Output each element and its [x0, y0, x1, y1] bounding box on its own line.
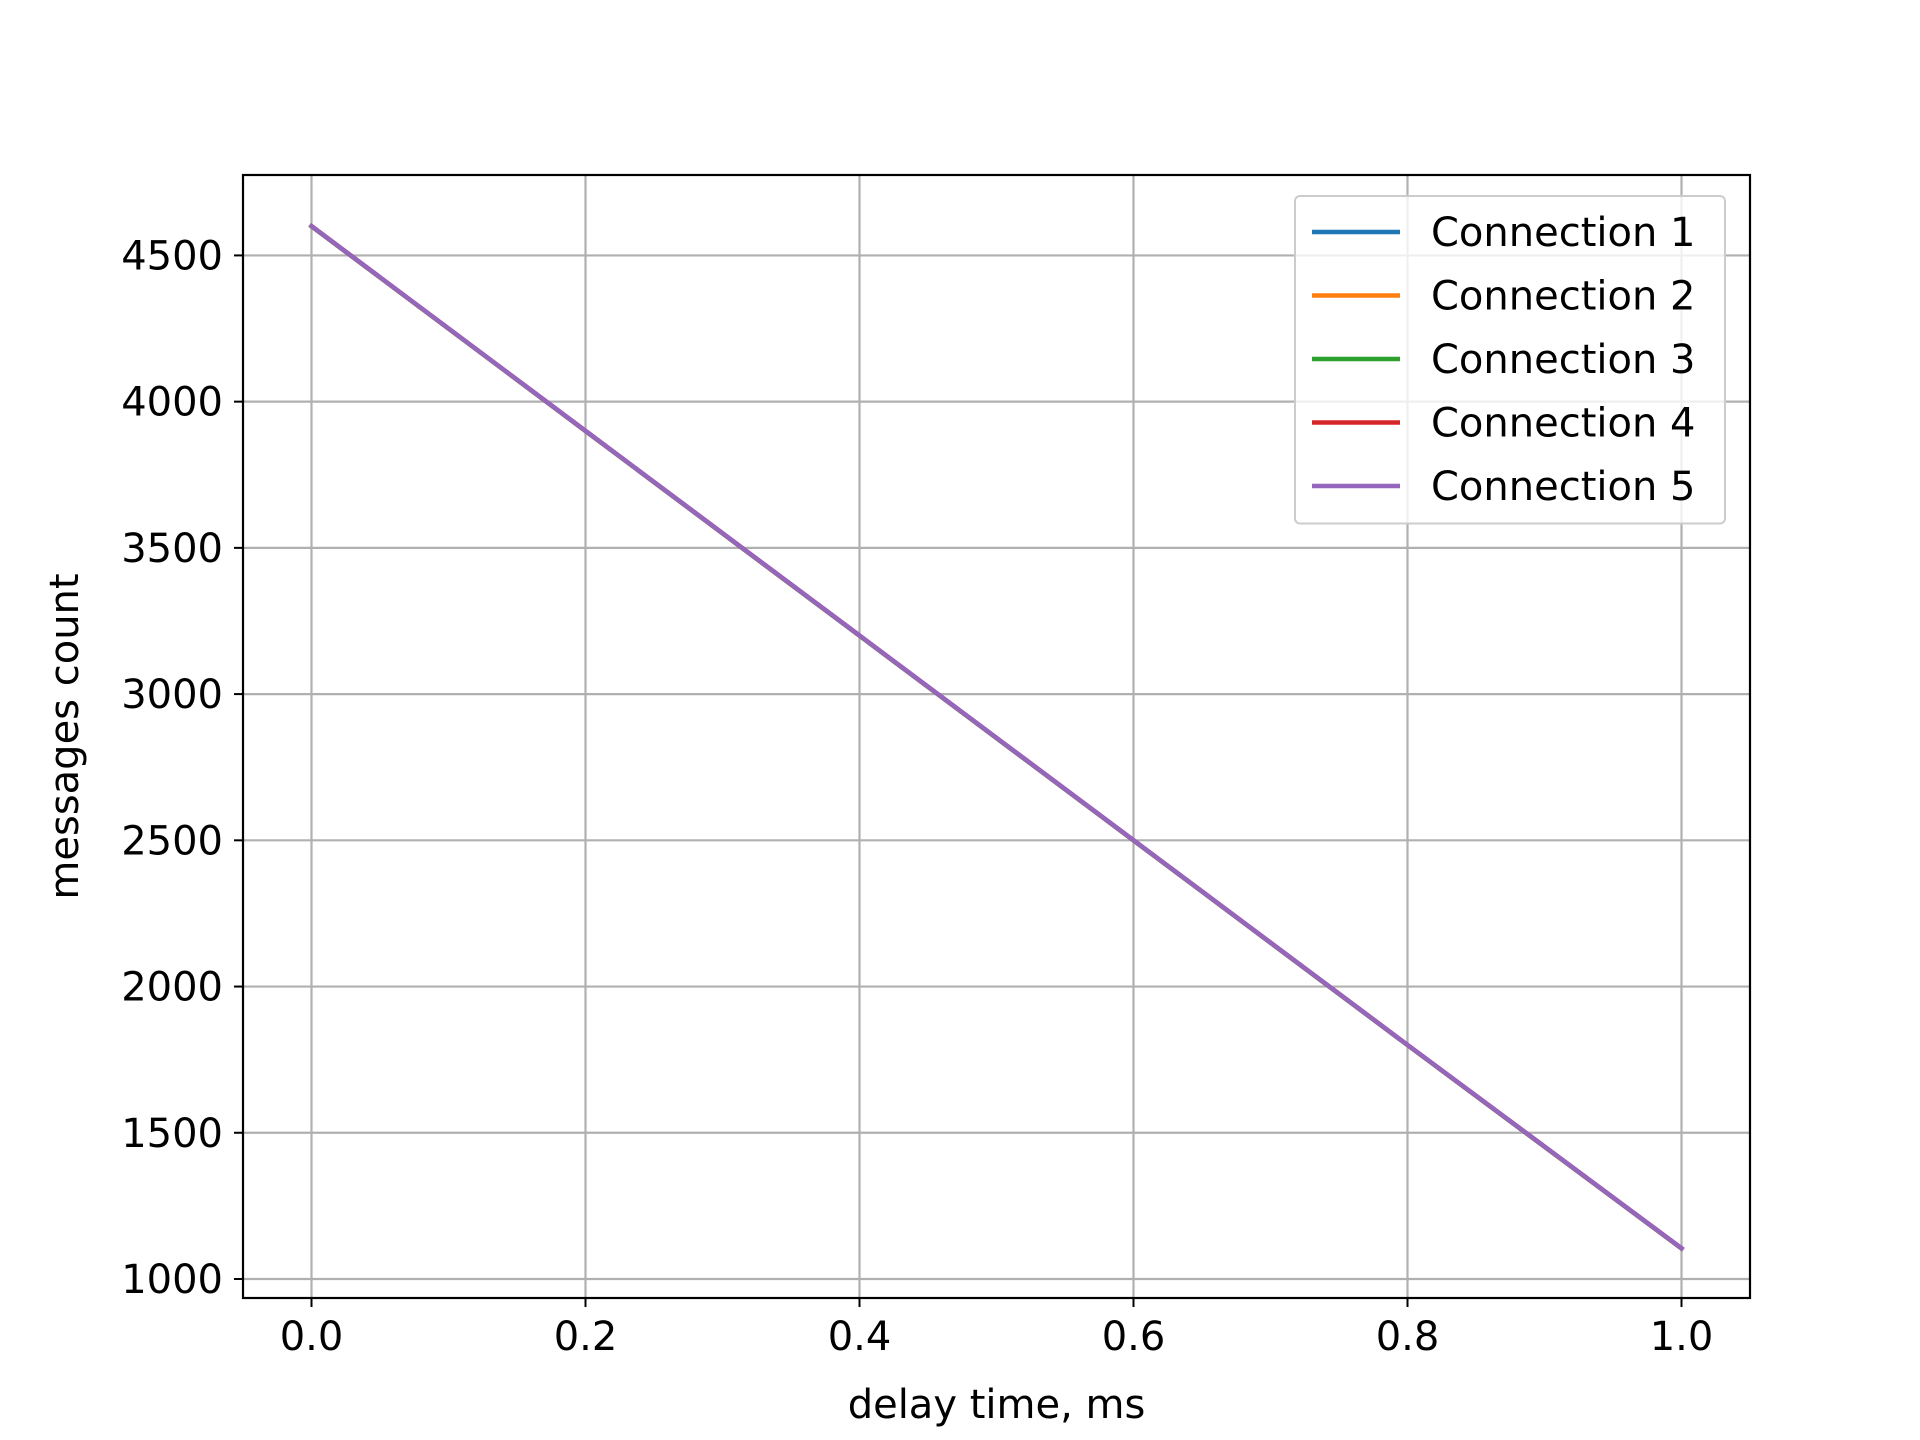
x-tick-label: 1.0	[1650, 1314, 1714, 1360]
legend: Connection 1 Connection 2 Connection 3 Conn…	[1294, 195, 1726, 525]
series-line-connection-5	[308, 223, 1685, 1252]
x-tick-label: 0.0	[280, 1314, 344, 1360]
x-tick-label: 0.2	[554, 1314, 618, 1360]
legend-box	[1294, 195, 1726, 525]
legend-items: Connection 1 Connection 2 Connection 3 Conn…	[1312, 210, 1696, 510]
series-lines	[308, 223, 1685, 1252]
plot-frame	[241, 173, 1752, 1300]
legend-label: Connection 5	[1431, 464, 1696, 510]
y-tick-label: 3000	[121, 672, 223, 718]
y-tick-label: 1500	[121, 1111, 223, 1157]
x-tick-label: 0.8	[1376, 1314, 1440, 1360]
x-tick-label: 0.4	[828, 1314, 892, 1360]
legend-label: Connection 3	[1431, 337, 1696, 383]
legend-label: Connection 4	[1431, 401, 1696, 447]
axis-ticks: 0.0 0.2 0.4 0.6 0.8 1.0 1000 1500 2000 2500 3000 35…	[121, 233, 1713, 1360]
x-axis-label: delay time, ms	[848, 1382, 1146, 1428]
y-tick-label: 1000	[121, 1257, 223, 1303]
legend-label: Connection 2	[1431, 274, 1696, 320]
y-axis-label: messages count	[42, 573, 88, 899]
y-tick-label: 4000	[121, 380, 223, 426]
x-tick-label: 0.6	[1102, 1314, 1166, 1360]
legend-label: Connection 1	[1431, 210, 1696, 256]
grid-lines	[243, 175, 1750, 1298]
y-tick-label: 3500	[121, 526, 223, 572]
y-tick-label: 2500	[121, 818, 223, 864]
y-tick-label: 4500	[121, 233, 223, 279]
y-tick-label: 2000	[121, 965, 223, 1011]
